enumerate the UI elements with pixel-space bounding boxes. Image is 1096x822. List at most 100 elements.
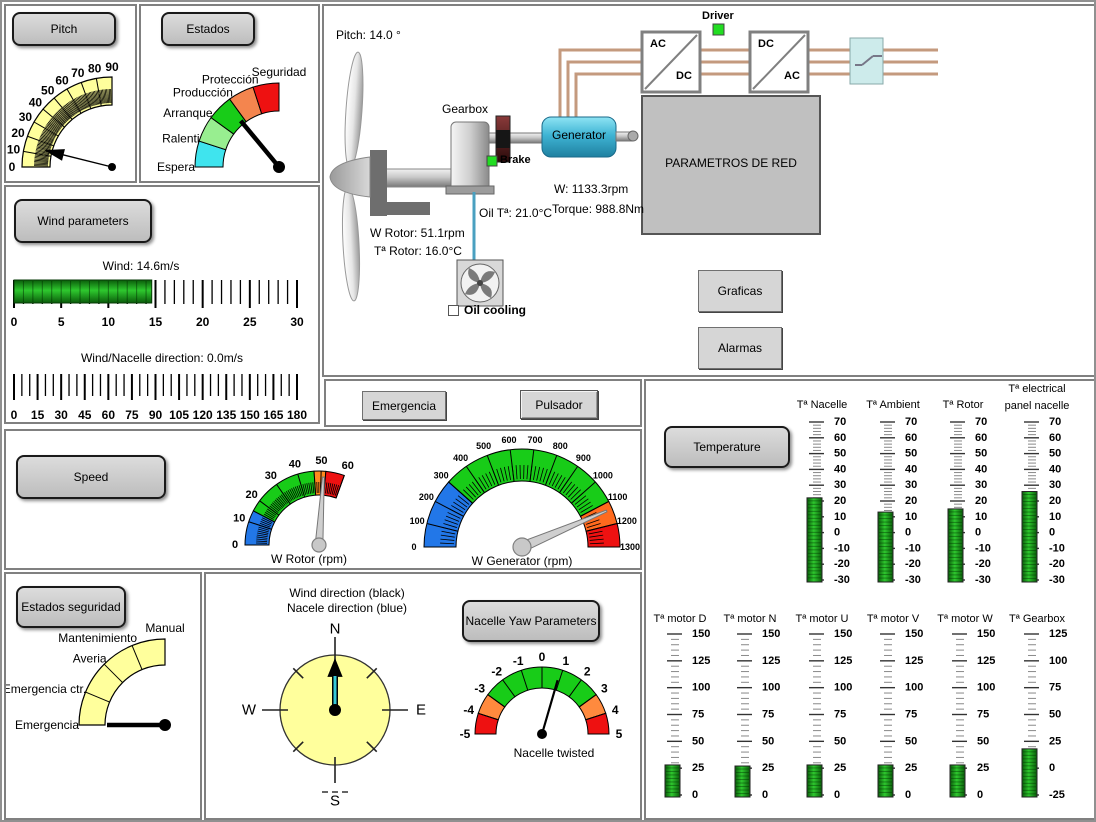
svg-text:40: 40 xyxy=(289,459,301,471)
svg-text:50: 50 xyxy=(905,735,917,747)
svg-text:Tª motor W: Tª motor W xyxy=(937,613,993,625)
estados-seguridad-title-button[interactable]: Estados seguridad xyxy=(16,586,126,628)
svg-text:20: 20 xyxy=(196,315,210,329)
svg-text:Nacelle twisted: Nacelle twisted xyxy=(514,746,595,760)
svg-text:70: 70 xyxy=(71,66,85,80)
estados-title-button[interactable]: Estados xyxy=(161,12,255,46)
svg-text:Averia: Averia xyxy=(73,652,107,666)
svg-text:1000: 1000 xyxy=(593,470,613,480)
svg-text:30: 30 xyxy=(19,110,33,124)
estados-seguridad-gauge: Emergencia Emergencia ctr. Averia Mantenimi… xyxy=(6,621,185,732)
svg-text:105: 105 xyxy=(169,408,189,422)
svg-text:700: 700 xyxy=(528,435,543,445)
svg-text:10: 10 xyxy=(7,143,21,157)
svg-text:25: 25 xyxy=(977,762,989,774)
svg-text:10: 10 xyxy=(102,315,116,329)
svg-text:Emergencia ctr.: Emergencia ctr. xyxy=(6,682,86,696)
temperature-title-button[interactable]: Temperature xyxy=(664,426,790,468)
emergencia-button[interactable]: Emergencia xyxy=(362,391,446,420)
svg-text:Tª motor U: Tª motor U xyxy=(796,613,849,625)
svg-text:30: 30 xyxy=(905,479,917,491)
nacelle-yaw-title-button[interactable]: Nacelle Yaw Parameters xyxy=(462,600,600,642)
wind-parameters-panel: Wind parameters Wind: 14.6m/s Wind/Nacel… xyxy=(4,185,320,424)
estados-panel: Estados Espera Ralenti Arranque Producción P… xyxy=(139,4,320,183)
svg-text:W Rotor (rpm): W Rotor (rpm) xyxy=(271,552,347,566)
svg-text:30: 30 xyxy=(265,470,277,482)
svg-text:90: 90 xyxy=(105,60,119,74)
svg-text:-3: -3 xyxy=(474,682,485,696)
svg-text:125: 125 xyxy=(1049,628,1067,640)
svg-text:Tª Gearbox: Tª Gearbox xyxy=(1009,613,1066,625)
svg-text:0: 0 xyxy=(905,789,911,801)
svg-text:20: 20 xyxy=(245,489,257,501)
svg-text:40: 40 xyxy=(905,463,917,475)
converter1-top-label: AC xyxy=(650,38,666,50)
svg-text:150: 150 xyxy=(692,628,710,640)
svg-text:70: 70 xyxy=(1049,416,1061,428)
svg-text:300: 300 xyxy=(434,470,449,480)
svg-text:S: S xyxy=(330,793,340,810)
svg-text:-20: -20 xyxy=(905,558,921,570)
generator-speed-label: W: 1133.3rpm xyxy=(554,182,629,196)
svg-text:125: 125 xyxy=(905,655,923,667)
speed-title-button[interactable]: Speed xyxy=(16,455,166,499)
svg-text:E: E xyxy=(416,702,426,719)
svg-text:-25: -25 xyxy=(1049,789,1065,801)
svg-text:0: 0 xyxy=(834,789,840,801)
estados-gauge: Espera Ralenti Arranque ProducciónProtecció… xyxy=(157,65,306,174)
svg-text:0: 0 xyxy=(1049,527,1055,539)
pitch-title-button[interactable]: Pitch xyxy=(12,12,116,46)
svg-text:0: 0 xyxy=(11,315,18,329)
oil-cooling-label: Oil cooling xyxy=(464,303,526,317)
svg-text:20: 20 xyxy=(905,495,917,507)
svg-text:-30: -30 xyxy=(905,574,921,586)
svg-text:10: 10 xyxy=(975,511,987,523)
svg-text:Espera: Espera xyxy=(157,160,195,174)
svg-text:50: 50 xyxy=(834,735,846,747)
alarmas-button[interactable]: Alarmas xyxy=(698,327,782,369)
svg-text:Producción: Producción xyxy=(173,86,233,100)
svg-text:100: 100 xyxy=(977,682,995,694)
svg-text:40: 40 xyxy=(834,463,846,475)
turbine-diagram xyxy=(329,23,938,307)
svg-text:60: 60 xyxy=(55,73,69,87)
svg-text:90: 90 xyxy=(149,408,163,422)
svg-text:1300: 1300 xyxy=(620,542,640,552)
svg-text:30: 30 xyxy=(975,479,987,491)
svg-text:10: 10 xyxy=(905,511,917,523)
svg-text:Ralenti: Ralenti xyxy=(162,132,199,146)
svg-text:900: 900 xyxy=(576,453,591,463)
svg-text:Manual: Manual xyxy=(145,621,184,635)
svg-text:40: 40 xyxy=(29,96,43,110)
svg-text:165: 165 xyxy=(263,408,283,422)
svg-text:100: 100 xyxy=(905,682,923,694)
turbine-diagram-panel: Pitch: 14.0 ° Gearbox Brake Generator W:… xyxy=(322,4,1094,377)
gearbox xyxy=(450,121,490,193)
svg-text:0: 0 xyxy=(975,527,981,539)
svg-text:25: 25 xyxy=(834,762,846,774)
svg-text:0: 0 xyxy=(977,789,983,801)
svg-text:Protección: Protección xyxy=(202,73,259,87)
svg-text:-20: -20 xyxy=(975,558,991,570)
svg-text:4: 4 xyxy=(612,703,619,717)
svg-text:20: 20 xyxy=(975,495,987,507)
svg-text:800: 800 xyxy=(553,441,568,451)
pulsador-button[interactable]: Pulsador xyxy=(520,390,598,419)
turbine-rotor xyxy=(329,51,456,302)
wind-parameters-title-button[interactable]: Wind parameters xyxy=(14,199,152,243)
graficas-button[interactable]: Graficas xyxy=(698,270,782,312)
svg-text:70: 70 xyxy=(975,416,987,428)
svg-text:-30: -30 xyxy=(834,574,850,586)
svg-text:60: 60 xyxy=(905,432,917,444)
pitch-value-label: Pitch: 14.0 ° xyxy=(336,28,401,42)
estados-seguridad-panel: Estados seguridad Emergencia Emergencia c… xyxy=(4,572,202,820)
oil-cooling-checkbox[interactable] xyxy=(448,305,459,316)
svg-text:5: 5 xyxy=(58,315,65,329)
svg-text:2: 2 xyxy=(584,665,591,679)
svg-text:45: 45 xyxy=(78,408,92,422)
rotor-speed-label: W Rotor: 51.1rpm xyxy=(370,226,465,240)
wind-direction-caption: Wind direction (black) xyxy=(289,586,405,600)
svg-text:W Generator (rpm): W Generator (rpm) xyxy=(472,554,573,568)
